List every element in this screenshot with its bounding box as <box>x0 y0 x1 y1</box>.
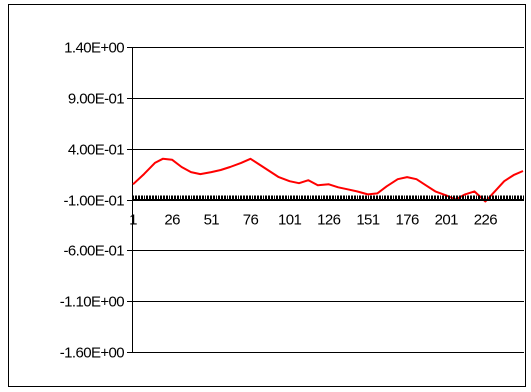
chart-frame: 1.40E+00 9.00E-01 4.00E-01 -1.00E-01 -6.00E-… <box>8 4 526 387</box>
x-tick-label: 126 <box>317 212 340 229</box>
y-axis: 1.40E+00 9.00E-01 4.00E-01 -1.00E-01 -6.00E-… <box>60 40 133 362</box>
y-tick-label: -6.00E-01 <box>64 243 125 260</box>
x-axis: 1 26 51 76 101 126 151 176 201 226 <box>129 195 524 229</box>
y-tick-label: 9.00E-01 <box>68 91 124 108</box>
x-tick-label: 226 <box>474 212 497 229</box>
x-tick-label: 1 <box>129 212 137 229</box>
x-tick-label: 101 <box>278 212 301 229</box>
x-tick-label: 26 <box>164 212 180 229</box>
y-tick-label: 1.40E+00 <box>64 40 124 57</box>
y-tick-label: -1.10E+00 <box>60 294 124 311</box>
y-tick-label: -1.60E+00 <box>60 345 124 362</box>
y-tick-label: -1.00E-01 <box>64 193 125 210</box>
line-chart: 1.40E+00 9.00E-01 4.00E-01 -1.00E-01 -6.00E-… <box>60 40 524 362</box>
series-lines <box>132 157 524 203</box>
x-tick-label: 201 <box>435 212 458 229</box>
x-tick-label: 151 <box>356 212 379 229</box>
series-line-1 <box>132 157 524 203</box>
x-tick-label: 76 <box>243 212 259 229</box>
x-tick-label: 51 <box>204 212 220 229</box>
y-tick-label: 4.00E-01 <box>68 142 124 159</box>
x-tick-label: 176 <box>395 212 418 229</box>
